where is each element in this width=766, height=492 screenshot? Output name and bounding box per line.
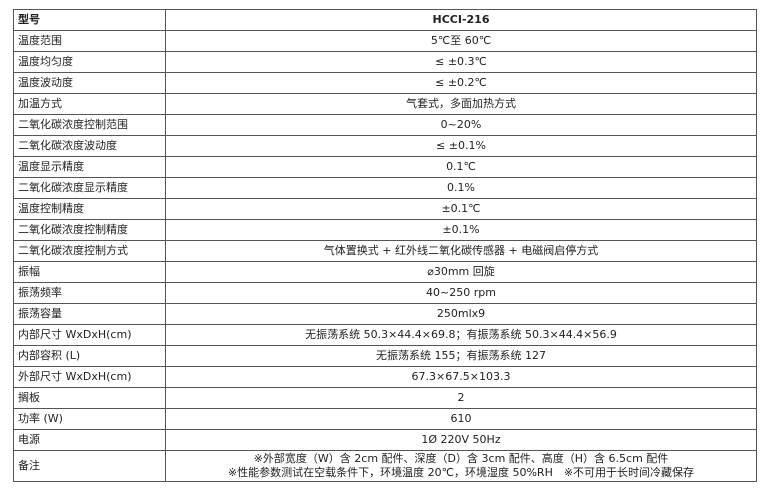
spec-value: ≤ ±0.3℃ xyxy=(165,51,757,73)
spec-label: 二氧化碳浓度控制范围 xyxy=(13,114,166,136)
spec-value: ≤ ±0.1% xyxy=(165,135,757,157)
spec-value: 0.1℃ xyxy=(165,156,757,178)
table-row: 温度波动度 ≤ ±0.2℃ xyxy=(13,72,757,94)
table-row: 温度范围 5℃至 60℃ xyxy=(13,30,757,52)
spec-label: 电源 xyxy=(13,429,166,451)
spec-label: 内部容积 (L) xyxy=(13,345,166,367)
spec-label: 加温方式 xyxy=(13,93,166,115)
spec-label: 振幅 xyxy=(13,261,166,283)
table-row: 二氧化碳浓度控制方式 气体置换式 + 红外线二氧化碳传感器 + 电磁阀启停方式 xyxy=(13,240,757,262)
spec-value: 0.1% xyxy=(165,177,757,199)
table-row: 二氧化碳浓度控制范围 0~20% xyxy=(13,114,757,136)
table-row: 振荡容量 250mlx9 xyxy=(13,303,757,325)
table-header-row: 型号 HCCI-216 xyxy=(13,9,757,31)
note-label: 备注 xyxy=(13,450,166,482)
spec-value: 无振荡系统 155；有振荡系统 127 xyxy=(165,345,757,367)
table-row: 温度控制精度 ±0.1℃ xyxy=(13,198,757,220)
table-row: 外部尺寸 WxDxH(cm) 67.3×67.5×103.3 xyxy=(13,366,757,388)
table-row: 振幅 ⌀30mm 回旋 xyxy=(13,261,757,283)
spec-label: 温度显示精度 xyxy=(13,156,166,178)
table-row: 内部容积 (L) 无振荡系统 155；有振荡系统 127 xyxy=(13,345,757,367)
table-row: 内部尺寸 WxDxH(cm) 无振荡系统 50.3×44.4×69.8；有振荡系统… xyxy=(13,324,757,346)
spec-value: 2 xyxy=(165,387,757,409)
spec-label: 温度范围 xyxy=(13,30,166,52)
spec-value: 40~250 rpm xyxy=(165,282,757,304)
spec-value: 无振荡系统 50.3×44.4×69.8；有振荡系统 50.3×44.4×56.… xyxy=(165,324,757,346)
spec-label: 振荡频率 xyxy=(13,282,166,304)
table-row: 电源 1Ø 220V 50Hz xyxy=(13,429,757,451)
spec-value: 250mlx9 xyxy=(165,303,757,325)
spec-label: 振荡容量 xyxy=(13,303,166,325)
spec-value: 1Ø 220V 50Hz xyxy=(165,429,757,451)
spec-label: 温度波动度 xyxy=(13,72,166,94)
spec-label: 二氧化碳浓度控制方式 xyxy=(13,240,166,262)
table-row: 二氧化碳浓度显示精度 0.1% xyxy=(13,177,757,199)
spec-label: 二氧化碳浓度显示精度 xyxy=(13,177,166,199)
spec-label: 内部尺寸 WxDxH(cm) xyxy=(13,324,166,346)
spec-label: 二氧化碳浓度波动度 xyxy=(13,135,166,157)
spec-value: 气套式，多面加热方式 xyxy=(165,93,757,115)
spec-value: 0~20% xyxy=(165,114,757,136)
spec-table: 型号 HCCI-216 温度范围 5℃至 60℃ 温度均匀度 ≤ ±0.3℃ 温度波动度… xyxy=(13,9,757,482)
note-row: 备注 ※外部宽度（W）含 2cm 配件、深度（D）含 3cm 配件、高度（H）含 … xyxy=(13,450,757,482)
spec-label: 温度控制精度 xyxy=(13,198,166,220)
header-label: 型号 xyxy=(13,9,166,31)
spec-value: ±0.1% xyxy=(165,219,757,241)
spec-value: ±0.1℃ xyxy=(165,198,757,220)
table-row: 二氧化碳浓度控制精度 ±0.1% xyxy=(13,219,757,241)
spec-label: 外部尺寸 WxDxH(cm) xyxy=(13,366,166,388)
spec-label: 功率 (W) xyxy=(13,408,166,430)
spec-label: 二氧化碳浓度控制精度 xyxy=(13,219,166,241)
table-row: 振荡频率 40~250 rpm xyxy=(13,282,757,304)
table-row: 搁板 2 xyxy=(13,387,757,409)
table-row: 温度显示精度 0.1℃ xyxy=(13,156,757,178)
note-line-1: ※外部宽度（W）含 2cm 配件、深度（D）含 3cm 配件、高度（H）含 6.… xyxy=(253,452,669,465)
spec-value: 67.3×67.5×103.3 xyxy=(165,366,757,388)
spec-value: 610 xyxy=(165,408,757,430)
header-model: HCCI-216 xyxy=(165,9,757,31)
note-line-2: ※性能参数测试在空载条件下，环境温度 20℃，环境湿度 50%RH ※不可用于长… xyxy=(227,466,695,479)
spec-value: ≤ ±0.2℃ xyxy=(165,72,757,94)
spec-value: 气体置换式 + 红外线二氧化碳传感器 + 电磁阀启停方式 xyxy=(165,240,757,262)
spec-label: 搁板 xyxy=(13,387,166,409)
spec-value: 5℃至 60℃ xyxy=(165,30,757,52)
table-row: 加温方式 气套式，多面加热方式 xyxy=(13,93,757,115)
spec-value: ⌀30mm 回旋 xyxy=(165,261,757,283)
table-row: 二氧化碳浓度波动度 ≤ ±0.1% xyxy=(13,135,757,157)
table-row: 功率 (W) 610 xyxy=(13,408,757,430)
table-row: 温度均匀度 ≤ ±0.3℃ xyxy=(13,51,757,73)
spec-label: 温度均匀度 xyxy=(13,51,166,73)
note-value: ※外部宽度（W）含 2cm 配件、深度（D）含 3cm 配件、高度（H）含 6.… xyxy=(165,450,757,482)
